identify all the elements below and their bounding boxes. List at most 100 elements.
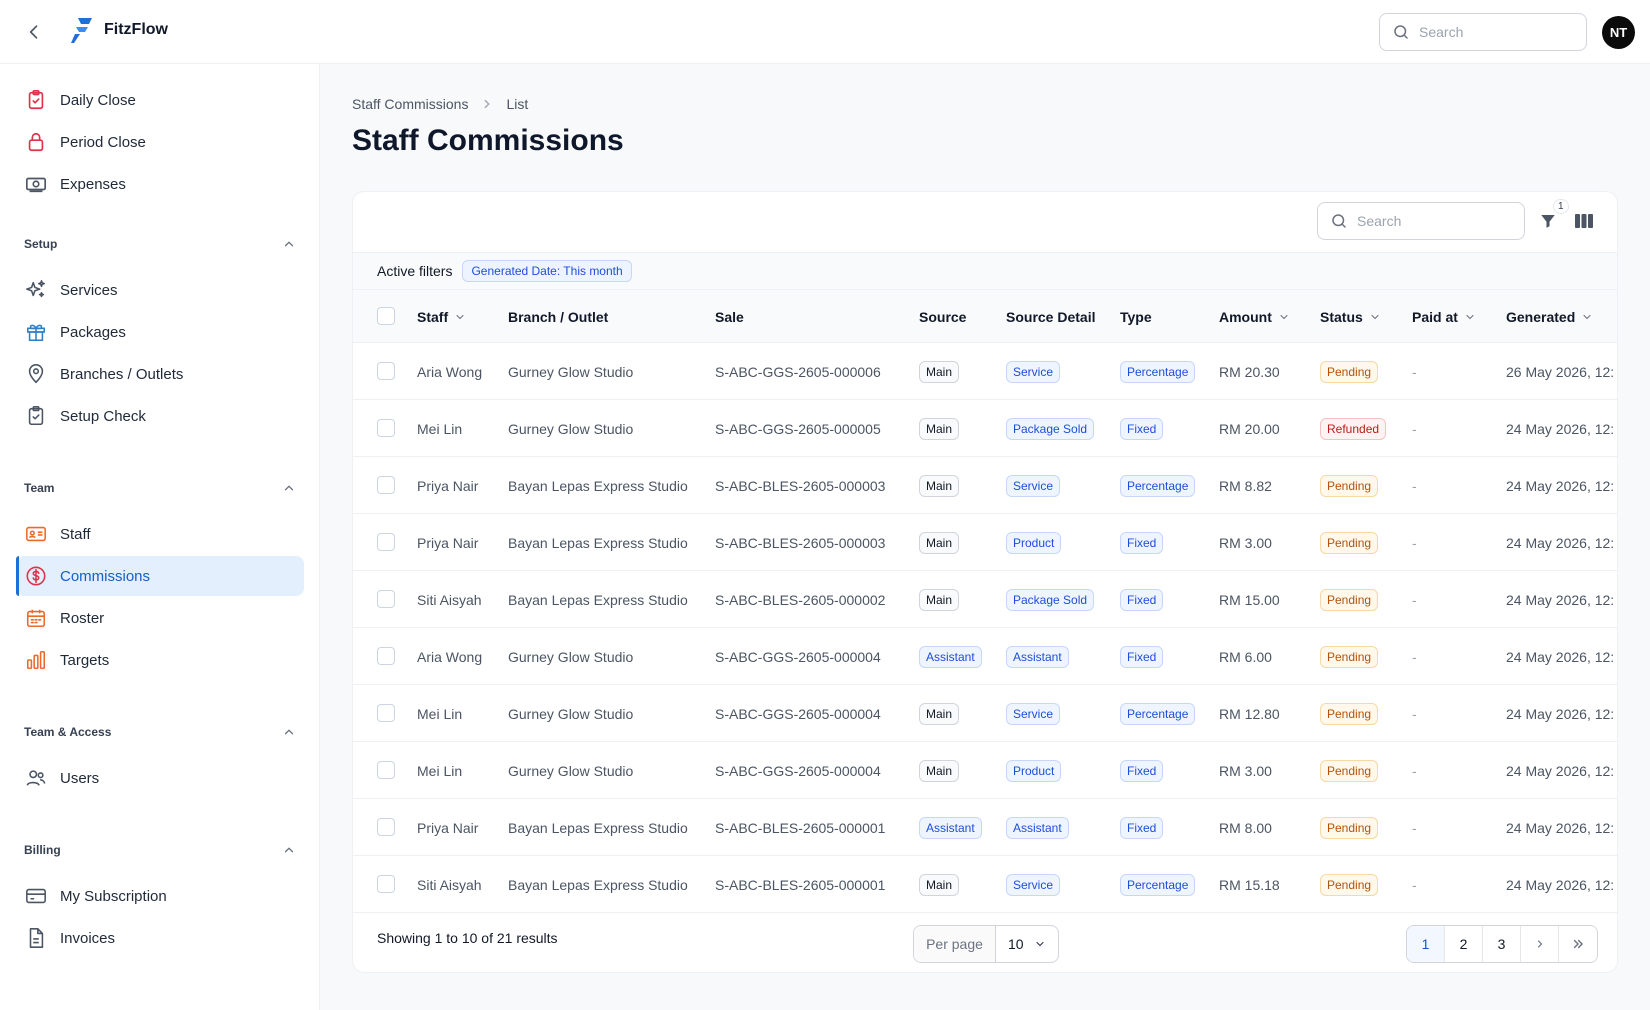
row-checkbox[interactable] <box>377 875 395 893</box>
cell-amount: RM 8.82 <box>1219 477 1272 494</box>
sidebar-item-staff[interactable]: Staff <box>16 514 304 554</box>
cell-source-detail: Service <box>1006 685 1061 742</box>
cell-branch: Gurney Glow Studio <box>508 420 634 437</box>
table-row[interactable]: Mei Lin Gurney Glow Studio S-ABC-GGS-2605-… <box>353 742 1617 799</box>
sidebar-item-invoices[interactable]: Invoices <box>16 918 304 958</box>
sidebar-item-branches[interactable]: Branches / Outlets <box>16 354 304 394</box>
row-checkbox[interactable] <box>377 818 395 836</box>
sidebar-item-expenses[interactable]: Expenses <box>16 164 304 204</box>
sidebar-item-label: Packages <box>60 323 126 341</box>
columns-button[interactable] <box>1573 210 1595 232</box>
table-row[interactable]: Siti Aisyah Bayan Lepas Express Studio S-A… <box>353 571 1617 628</box>
filter-button[interactable] <box>1537 210 1559 232</box>
chevron-up-icon <box>284 729 294 735</box>
cell-type: Fixed <box>1120 400 1164 457</box>
sidebar-item-my-subscription[interactable]: My Subscription <box>16 876 304 916</box>
cell-paid-at: - <box>1412 819 1417 836</box>
table-search-input[interactable] <box>1357 213 1507 229</box>
per-page-select[interactable]: Per page 10 <box>913 925 1059 963</box>
cell-paid-at: - <box>1412 420 1417 437</box>
column-header-source: Source <box>919 290 966 343</box>
column-header-status[interactable]: Status <box>1320 290 1381 343</box>
filter-icon <box>1541 215 1555 228</box>
column-header-paid-at[interactable]: Paid at <box>1412 290 1476 343</box>
global-search-input[interactable] <box>1419 24 1569 40</box>
page-button-3[interactable]: 3 <box>1483 926 1521 962</box>
section-team-access[interactable]: Team & Access <box>24 722 296 742</box>
cell-amount: RM 20.00 <box>1219 420 1280 437</box>
user-avatar[interactable]: NT <box>1602 16 1635 49</box>
sidebar-item-label: Invoices <box>60 929 116 947</box>
cell-branch: Bayan Lepas Express Studio <box>508 477 688 494</box>
column-header-sale: Sale <box>715 290 744 343</box>
row-checkbox[interactable] <box>377 704 395 722</box>
table-row[interactable]: Siti Aisyah Bayan Lepas Express Studio S-A… <box>353 856 1617 913</box>
columns-icon <box>1575 214 1593 228</box>
sidebar-item-roster[interactable]: Roster <box>16 598 304 638</box>
sidebar-item-packages[interactable]: Packages <box>16 312 304 352</box>
sidebar-item-commissions[interactable]: Commissions <box>16 556 304 596</box>
search-icon <box>1332 214 1346 228</box>
table-search[interactable] <box>1317 202 1525 240</box>
column-header-type: Type <box>1120 290 1152 343</box>
sidebar-item-targets[interactable]: Targets <box>16 640 304 680</box>
page-button-2[interactable]: 2 <box>1445 926 1483 962</box>
column-header-amount[interactable]: Amount <box>1219 290 1290 343</box>
lock-icon <box>24 130 48 154</box>
cell-sale: S-ABC-BLES-2605-000003 <box>715 477 886 494</box>
sidebar-item-label: Services <box>60 281 118 299</box>
next-page-button[interactable] <box>1521 926 1559 962</box>
select-all-checkbox[interactable] <box>377 307 395 325</box>
cell-paid-at: - <box>1412 591 1417 608</box>
column-header-generated[interactable]: Generated <box>1506 290 1593 343</box>
cell-type: Percentage <box>1120 856 1196 913</box>
chevron-down-icon <box>1466 314 1474 319</box>
section-billing[interactable]: Billing <box>24 840 296 860</box>
table-row[interactable]: Priya Nair Bayan Lepas Express Studio S-AB… <box>353 514 1617 571</box>
cell-generated: 24 May 2026, 12: <box>1506 534 1615 551</box>
row-checkbox[interactable] <box>377 362 395 380</box>
source-badge: Main <box>919 360 960 383</box>
row-checkbox[interactable] <box>377 590 395 608</box>
source-detail-badge: Service <box>1006 702 1061 725</box>
cell-branch: Bayan Lepas Express Studio <box>508 876 688 893</box>
column-label: Amount <box>1219 308 1272 325</box>
cell-branch: Gurney Glow Studio <box>508 705 634 722</box>
per-page-dropdown[interactable]: 10 <box>996 926 1058 962</box>
sidebar-item-daily-close[interactable]: Daily Close <box>16 80 304 120</box>
sidebar-item-label: Targets <box>60 651 110 669</box>
table-row[interactable]: Aria Wong Gurney Glow Studio S-ABC-GGS-260… <box>353 628 1617 685</box>
cell-status: Pending <box>1320 856 1379 913</box>
table-row[interactable]: Priya Nair Bayan Lepas Express Studio S-AB… <box>353 799 1617 856</box>
row-checkbox[interactable] <box>377 761 395 779</box>
sidebar-item-users[interactable]: Users <box>16 758 304 798</box>
table-row[interactable]: Aria Wong Gurney Glow Studio S-ABC-GGS-260… <box>353 343 1617 400</box>
table-row[interactable]: Priya Nair Bayan Lepas Express Studio S-AB… <box>353 457 1617 514</box>
row-checkbox[interactable] <box>377 476 395 494</box>
source-badge: Main <box>919 474 960 497</box>
type-badge: Percentage <box>1120 360 1196 383</box>
row-checkbox[interactable] <box>377 419 395 437</box>
breadcrumb-parent[interactable]: Staff Commissions <box>352 96 469 112</box>
global-search[interactable] <box>1379 13 1587 51</box>
row-checkbox[interactable] <box>377 533 395 551</box>
brand[interactable]: FitzFlow <box>70 16 168 44</box>
sidebar-item-setup-check[interactable]: Setup Check <box>16 396 304 436</box>
page-button-1[interactable]: 1 <box>1407 926 1445 962</box>
chevron-down-icon <box>1035 941 1044 947</box>
table-row[interactable]: Mei Lin Gurney Glow Studio S-ABC-GGS-2605-… <box>353 400 1617 457</box>
column-header-staff[interactable]: Staff <box>417 290 466 343</box>
table-row[interactable]: Mei Lin Gurney Glow Studio S-ABC-GGS-2605-… <box>353 685 1617 742</box>
last-page-button[interactable] <box>1559 926 1597 962</box>
row-checkbox[interactable] <box>377 647 395 665</box>
cell-source: Main <box>919 742 960 799</box>
sidebar-item-period-close[interactable]: Period Close <box>16 122 304 162</box>
sidebar-item-services[interactable]: Services <box>16 270 304 310</box>
cell-paid-at: - <box>1412 648 1417 665</box>
column-label: Paid at <box>1412 308 1458 325</box>
back-button[interactable] <box>22 20 46 44</box>
section-setup[interactable]: Setup <box>24 234 296 254</box>
filter-chip[interactable]: Generated Date: This month <box>462 260 632 282</box>
cell-staff: Priya Nair <box>417 819 479 836</box>
section-team[interactable]: Team <box>24 478 296 498</box>
